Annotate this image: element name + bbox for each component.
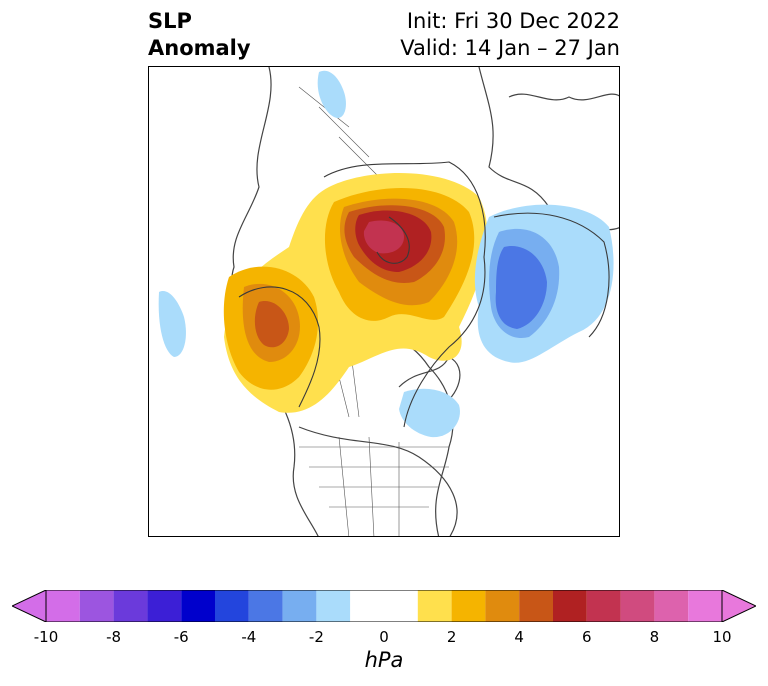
- colorbar-high-extend: [721, 590, 756, 622]
- map-title: SLP Anomaly: [148, 8, 251, 62]
- colorbar-segment: [485, 590, 520, 622]
- colorbar-segment: [316, 590, 351, 622]
- colorbar-segment: [654, 590, 689, 622]
- colorbar-segment: [553, 590, 587, 622]
- borders: [298, 86, 449, 536]
- colorbar-outline: [45, 590, 723, 622]
- date-info: Init: Fri 30 Dec 2022 Valid: 14 Jan – 27…: [400, 8, 620, 62]
- colorbar-unit: hPa: [364, 648, 404, 672]
- colorbar-segment: [181, 590, 215, 622]
- negative-anomaly-east-canada: [399, 388, 460, 438]
- colorbar-segment: [282, 590, 317, 622]
- colorbar-tick-label: 2: [446, 628, 457, 646]
- title-line-1: SLP: [148, 9, 192, 33]
- colorbar-segment: [79, 590, 114, 622]
- colorbar-tick-label: 4: [514, 628, 524, 646]
- colorbar-tick-label: -4: [241, 628, 257, 646]
- map-panel: [148, 66, 620, 537]
- map-canvas: [158, 67, 619, 536]
- colorbar-segment: [215, 590, 249, 622]
- colorbar-segment: [586, 590, 621, 622]
- negative-anomaly-pacific: [158, 291, 186, 357]
- colorbar-tick-label: -10: [33, 628, 59, 646]
- colorbar-segment: [451, 590, 486, 622]
- colorbar-segment: [46, 590, 80, 622]
- colorbar-segment: [248, 590, 283, 622]
- positive-anomaly-arctic-6: [363, 220, 404, 254]
- colorbar-segment: [147, 590, 182, 622]
- colorbar: [12, 590, 756, 622]
- init-date: Init: Fri 30 Dec 2022: [406, 9, 620, 33]
- title-line-2: Anomaly: [148, 36, 251, 60]
- colorbar-tick-label: -8: [106, 628, 122, 646]
- colorbar-tick-label: -6: [173, 628, 189, 646]
- colorbar-segment: [620, 590, 655, 622]
- colorbar-segment: [350, 590, 418, 622]
- negative-anomaly-eurasia-3: [495, 246, 547, 329]
- colorbar-tick-label: 10: [712, 628, 732, 646]
- colorbar-segment: [519, 590, 553, 622]
- colorbar-tick-label: 8: [649, 628, 660, 646]
- colorbar-low-extend: [12, 590, 47, 622]
- colorbar-tick-label: -2: [308, 628, 324, 646]
- anomaly-fills: [158, 70, 614, 438]
- colorbar-segment: [688, 590, 722, 622]
- colorbar-segment: [417, 590, 452, 622]
- colorbar-tick-label: 0: [379, 628, 389, 646]
- coastlines-overlay: [238, 161, 610, 428]
- colorbar-tick-label: 6: [582, 628, 592, 646]
- colorbar-segment: [113, 590, 148, 622]
- valid-range: Valid: 14 Jan – 27 Jan: [400, 36, 620, 60]
- negative-anomaly-europe: [317, 70, 346, 118]
- positive-anomaly-alaska-3: [254, 301, 289, 348]
